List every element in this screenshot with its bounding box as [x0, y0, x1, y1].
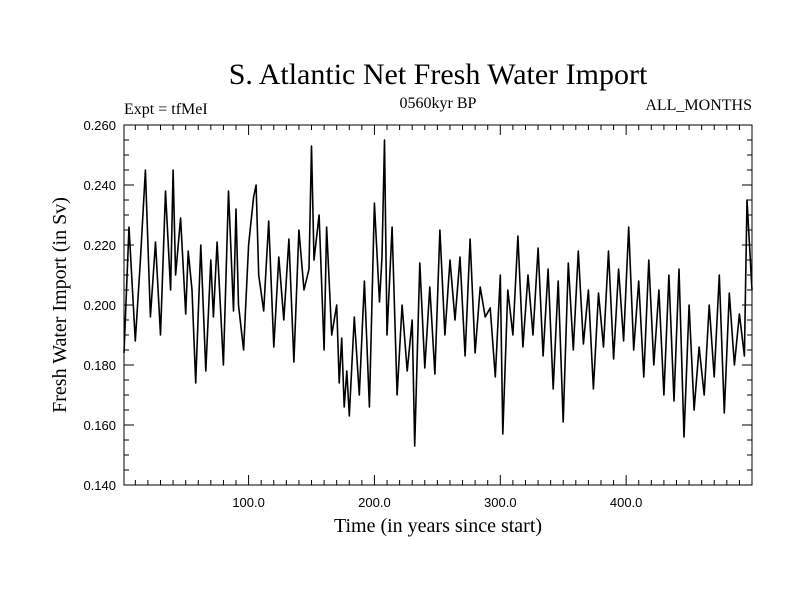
x-axis-label: Time (in years since start): [334, 515, 542, 537]
y-tick-label: 0.240: [83, 178, 116, 193]
series-line: [123, 139, 753, 447]
x-tick-label: 300.0: [484, 495, 517, 510]
y-tick-label: 0.220: [83, 238, 116, 253]
y-tick-label: 0.200: [83, 298, 116, 313]
y-tick-label: 0.140: [83, 478, 116, 493]
y-axis-label: Fresh Water Import (in Sv): [49, 197, 71, 413]
x-tick-labels: 100.0 200.0 300.0 400.0: [232, 495, 642, 510]
period-label: 0560kyr BP: [400, 95, 477, 112]
y-tick-label: 0.260: [83, 118, 116, 133]
chart-title: S. Atlantic Net Fresh Water Import: [229, 58, 648, 91]
x-tick-label: 200.0: [358, 495, 391, 510]
experiment-label: Expt = tfMeI: [124, 101, 208, 118]
x-tick-label: 100.0: [232, 495, 265, 510]
months-label: ALL_MONTHS: [645, 97, 752, 114]
axis-ticks: [124, 124, 752, 486]
x-tick-label: 400.0: [610, 495, 643, 510]
y-tick-label: 0.180: [83, 358, 116, 373]
y-tick-label: 0.160: [83, 418, 116, 433]
y-tick-labels: 0.140 0.160 0.180 0.200 0.220 0.240 0.260: [83, 118, 116, 493]
